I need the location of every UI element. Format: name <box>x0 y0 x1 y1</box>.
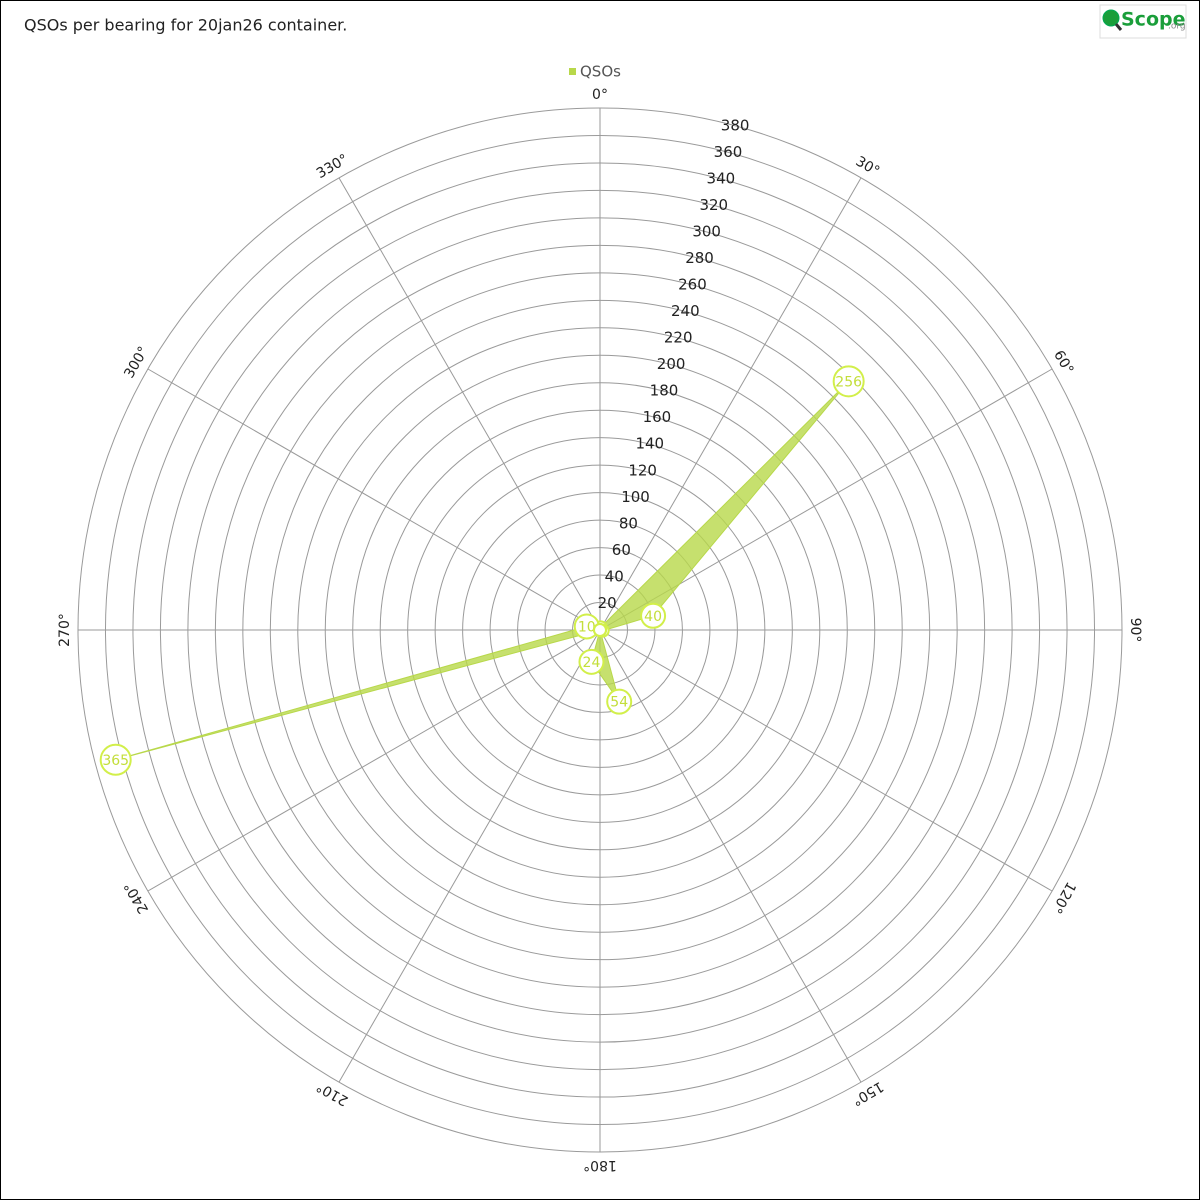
value-label: 24 <box>583 655 601 671</box>
r-tick-label: 320 <box>699 196 728 214</box>
grid-spoke <box>338 177 601 631</box>
r-tick-label: 380 <box>721 116 750 134</box>
r-tick-label: 300 <box>692 222 721 240</box>
logo: Scope .org <box>1099 4 1187 39</box>
logo-suffix: .org <box>1168 22 1186 32</box>
plot: 0°30°60°90°120°150°180°210°240°270°300°3… <box>57 63 1143 1174</box>
r-tick-label: 260 <box>678 276 707 294</box>
point <box>832 365 865 398</box>
angle-label: 180° <box>583 1157 617 1173</box>
r-tick-label: 200 <box>657 355 686 373</box>
r-tick-label: 340 <box>707 169 736 187</box>
value-label: 10 <box>578 619 596 635</box>
point <box>578 648 605 675</box>
value-label: 54 <box>610 695 628 711</box>
r-tick-label: 40 <box>605 567 624 585</box>
r-tick-label: 240 <box>671 302 700 320</box>
r-tick-label: 160 <box>643 408 672 426</box>
r-tick-label: 20 <box>598 594 617 612</box>
angle-label: 90° <box>1127 618 1143 643</box>
angle-label: 270° <box>57 613 73 647</box>
r-tick-label: 140 <box>635 435 664 453</box>
logo-icon <box>1102 9 1120 27</box>
r-tick-label: 280 <box>685 249 714 267</box>
point <box>593 623 607 637</box>
value-label: 40 <box>644 609 662 625</box>
point <box>606 688 633 715</box>
logo-handle <box>1114 23 1123 31</box>
grid-spoke <box>338 629 601 1083</box>
value-label: 256 <box>835 374 862 390</box>
grid-spoke <box>599 629 1053 892</box>
point <box>640 602 667 629</box>
value-label: 365 <box>102 753 129 769</box>
r-tick-label: 80 <box>619 514 638 532</box>
legend-label: QSOs <box>580 63 621 81</box>
r-tick-label: 180 <box>650 382 679 400</box>
r-tick-label: 360 <box>714 143 743 161</box>
grid-spoke <box>147 629 601 892</box>
r-tick-label: 60 <box>612 541 631 559</box>
r-tick-label: 220 <box>664 329 693 347</box>
r-tick-label: 100 <box>621 488 650 506</box>
grid-spoke <box>599 177 862 631</box>
angle-label: 0° <box>592 87 608 103</box>
chart-title: QSOs per bearing for 20jan26 container. <box>24 16 347 35</box>
logo-text: Scope <box>1121 9 1186 31</box>
grid-spoke <box>599 629 862 1083</box>
grid-spoke <box>147 368 601 631</box>
r-tick-label: 120 <box>628 461 657 479</box>
point <box>99 743 132 776</box>
legend-swatch <box>569 68 576 75</box>
